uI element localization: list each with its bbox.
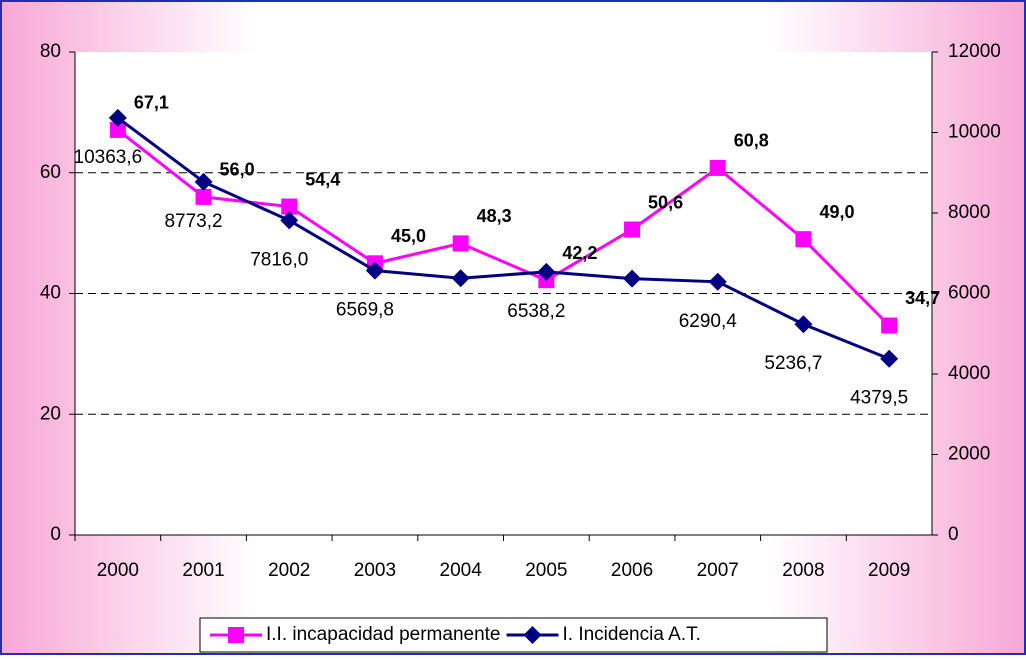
x-tick-label: 2009 xyxy=(868,560,910,581)
point xyxy=(708,272,727,291)
data-label: 45,0 xyxy=(391,226,426,246)
y2-tick-label: 10000 xyxy=(948,122,1001,143)
x-tick-label: 2000 xyxy=(97,560,139,581)
point xyxy=(109,121,126,138)
y2-tick-label: 6000 xyxy=(948,283,990,304)
data-label: 10363,6 xyxy=(74,147,143,168)
point xyxy=(880,349,899,368)
y-tick-label: 20 xyxy=(40,403,61,424)
y-tick-label: 40 xyxy=(40,283,61,304)
x-tick-label: 2006 xyxy=(611,560,653,581)
y-tick-label: 0 xyxy=(50,524,61,545)
point xyxy=(624,221,641,238)
x-tick-label: 2008 xyxy=(782,560,824,581)
series-line xyxy=(116,116,890,361)
data-label: 5236,7 xyxy=(764,353,822,374)
point xyxy=(794,315,813,334)
data-label: 48,3 xyxy=(477,206,512,226)
plot-area xyxy=(75,52,932,535)
legend-marker xyxy=(523,626,542,644)
legend-label: I. Incidencia A.T. xyxy=(563,624,701,645)
data-label: 56,0 xyxy=(220,160,255,180)
data-label: 6290,4 xyxy=(679,311,738,332)
x-tick-label: 2004 xyxy=(440,560,483,581)
data-label: 8773,2 xyxy=(164,211,222,232)
data-label: 34,7 xyxy=(905,288,940,308)
point xyxy=(623,269,642,288)
data-label: 50,6 xyxy=(648,192,683,212)
point xyxy=(281,198,298,215)
data-label: 6538,2 xyxy=(507,301,565,322)
x-tick-label: 2007 xyxy=(697,560,739,581)
point xyxy=(194,172,213,191)
legend-marker xyxy=(228,627,244,643)
data-label: 49,0 xyxy=(819,202,854,222)
x-tick-label: 2001 xyxy=(182,560,224,581)
point xyxy=(709,159,726,176)
point xyxy=(537,262,556,281)
data-label: 54,4 xyxy=(305,169,340,189)
point xyxy=(108,108,127,127)
x-tick-label: 2002 xyxy=(268,560,310,581)
legend-label: I.I. incapacidad permanente xyxy=(266,624,501,645)
point xyxy=(195,188,212,205)
point xyxy=(881,317,898,334)
point xyxy=(795,231,812,248)
x-tick-label: 2003 xyxy=(354,560,396,581)
point xyxy=(451,269,470,288)
y2-tick-label: 12000 xyxy=(948,41,1001,62)
data-label: 6569,8 xyxy=(336,300,394,321)
point xyxy=(452,235,469,252)
data-label: 4379,5 xyxy=(850,388,908,409)
data-label: 67,1 xyxy=(134,93,169,113)
data-label: 60,8 xyxy=(734,131,769,151)
y2-tick-label: 4000 xyxy=(948,363,990,384)
data-label: 42,2 xyxy=(562,243,597,263)
y2-tick-label: 0 xyxy=(948,524,959,545)
data-label: 7816,0 xyxy=(250,249,308,270)
y-tick-label: 80 xyxy=(40,41,61,62)
point xyxy=(365,261,384,280)
x-tick-label: 2005 xyxy=(525,560,567,581)
point xyxy=(280,211,299,230)
y2-tick-label: 2000 xyxy=(948,444,990,465)
y-tick-label: 60 xyxy=(40,162,61,183)
y2-tick-label: 8000 xyxy=(948,202,990,223)
